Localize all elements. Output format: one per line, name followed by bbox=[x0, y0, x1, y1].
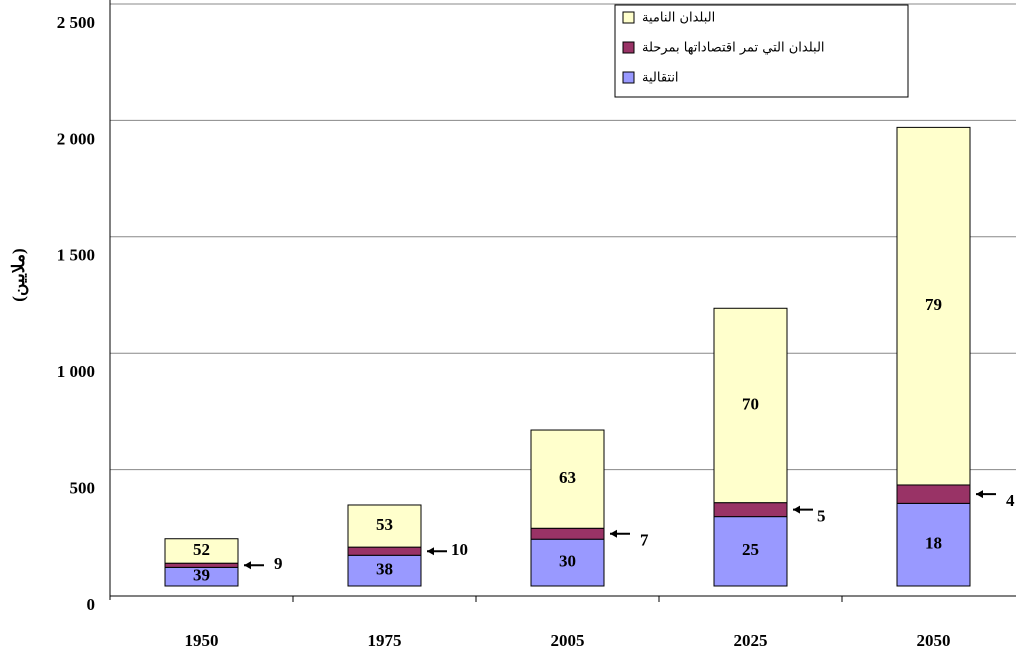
bar-segment bbox=[896, 502, 971, 587]
y-tick-label: 1 000 bbox=[57, 362, 95, 381]
y-tick-label: 2 000 bbox=[57, 129, 95, 148]
y-tick-label: 0 bbox=[87, 595, 96, 614]
legend-swatch bbox=[622, 71, 635, 84]
data-label: 38 bbox=[376, 560, 393, 579]
x-tick-label: 2050 bbox=[917, 631, 951, 650]
data-label: 52 bbox=[193, 540, 210, 559]
arrow-head bbox=[610, 529, 617, 538]
arrow-head bbox=[793, 505, 800, 514]
y-tick-label: 1 500 bbox=[57, 246, 95, 265]
arrow-head bbox=[976, 490, 983, 499]
legend-label: البلدان التي تمر اقتصاداتها بمرحلة bbox=[642, 41, 825, 56]
bar-segment bbox=[530, 527, 605, 540]
bar-segment bbox=[347, 546, 422, 556]
bar-segment bbox=[713, 307, 788, 504]
legend-label: انتقالية bbox=[642, 71, 679, 86]
data-label: 79 bbox=[925, 295, 942, 314]
bar-segment bbox=[530, 538, 605, 587]
bar-segment bbox=[713, 502, 788, 518]
legend-swatch bbox=[622, 11, 635, 24]
arrow-head bbox=[244, 561, 251, 570]
bar-segment bbox=[896, 484, 971, 504]
arrow-head bbox=[427, 547, 434, 556]
data-label: 53 bbox=[376, 515, 393, 534]
data-label: 63 bbox=[559, 468, 576, 487]
data-label: 10 bbox=[451, 540, 468, 559]
legend-box bbox=[614, 4, 909, 98]
data-label: 30 bbox=[559, 552, 576, 571]
bar-segment bbox=[347, 554, 422, 587]
bar-segment bbox=[713, 516, 788, 587]
legend-label: البلدان النامية bbox=[642, 11, 715, 26]
bar-segment bbox=[530, 429, 605, 529]
bar-segment bbox=[164, 538, 239, 564]
legend-swatch bbox=[622, 41, 635, 54]
x-tick-label: 2025 bbox=[734, 631, 768, 650]
data-label: 5 bbox=[817, 507, 826, 526]
data-label: 9 bbox=[274, 554, 283, 573]
data-label: 4 bbox=[1006, 491, 1015, 510]
y-tick-label: 2 500 bbox=[57, 13, 95, 32]
y-tick-label: 500 bbox=[70, 479, 96, 498]
x-tick-label: 2005 bbox=[551, 631, 585, 650]
data-label: 70 bbox=[742, 394, 759, 413]
bar-segment bbox=[347, 504, 422, 548]
data-label: 18 bbox=[925, 534, 942, 553]
x-tick-label: 1950 bbox=[185, 631, 219, 650]
data-label: 39 bbox=[193, 566, 210, 585]
y-axis-title: (ملايين) bbox=[9, 248, 29, 301]
bar-segment bbox=[896, 126, 971, 486]
x-tick-label: 1975 bbox=[368, 631, 402, 650]
data-label: 25 bbox=[742, 540, 759, 559]
bar-segment bbox=[164, 562, 239, 568]
data-label: 7 bbox=[640, 531, 649, 550]
